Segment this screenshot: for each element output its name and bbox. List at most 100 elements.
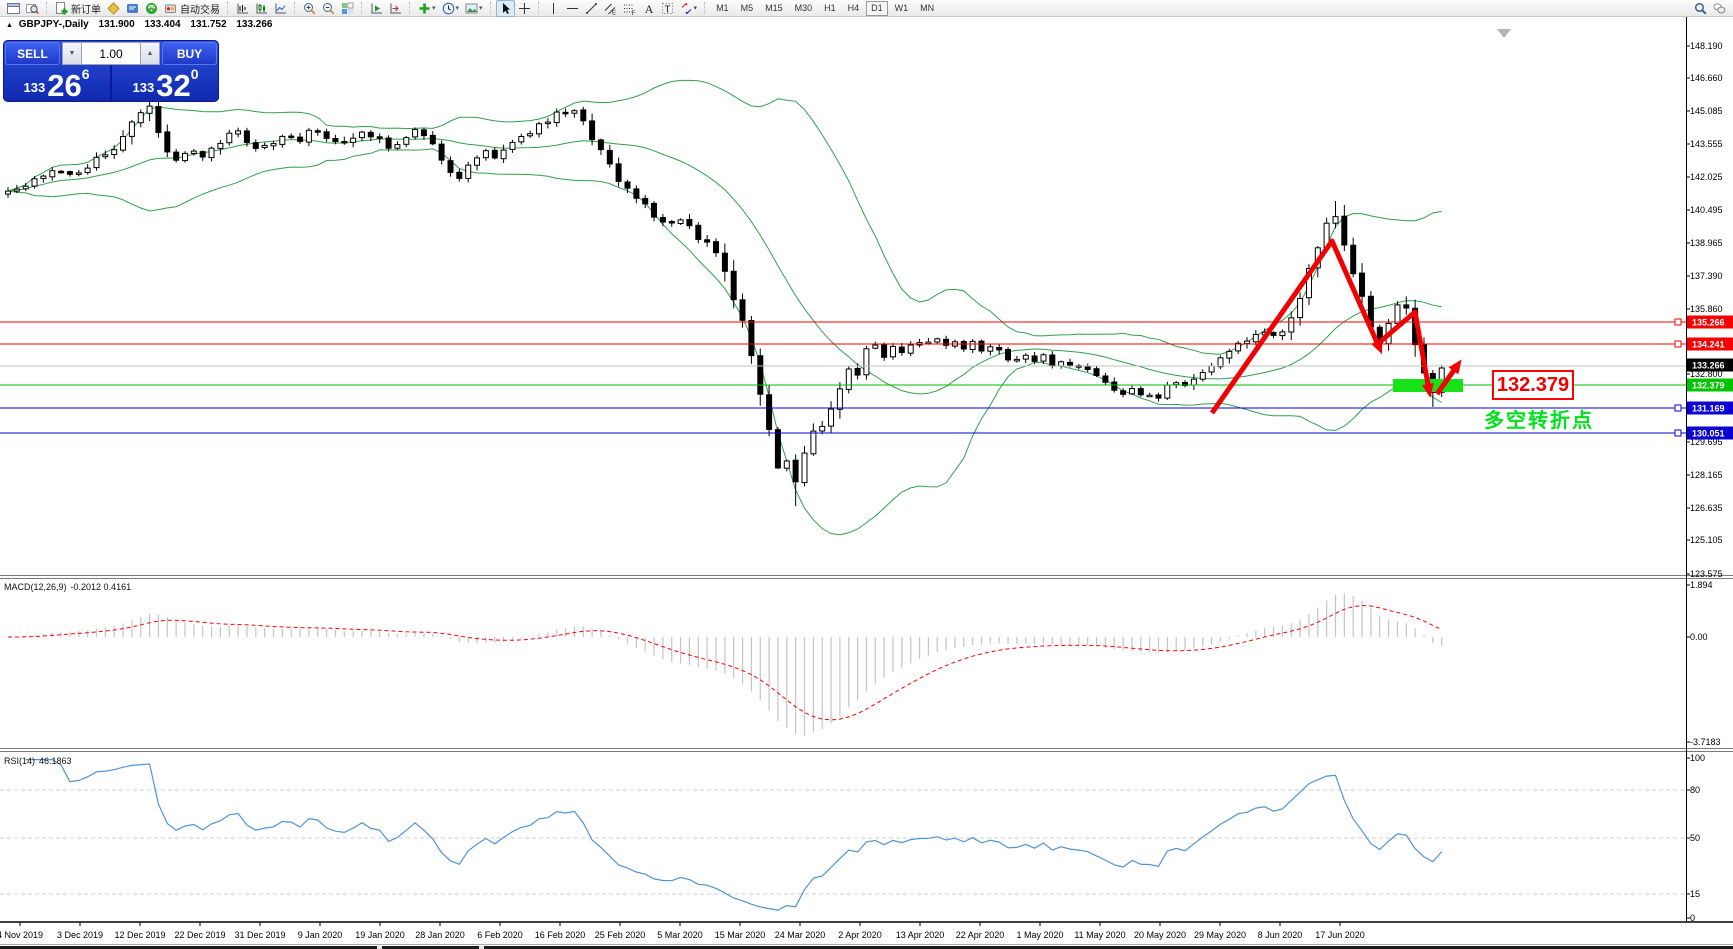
metaeditor-button[interactable] — [123, 0, 142, 17]
price-axis[interactable]: 148.190 146.660 145.085 143.555 142.025 140.4… — [1686, 41, 1723, 923]
svg-text:130.051: 130.051 — [1692, 429, 1725, 439]
price-badge-134.241: 134.241 — [1687, 337, 1733, 351]
new-chart-button[interactable] — [4, 0, 23, 17]
timeframe-mn[interactable]: MN — [920, 2, 935, 13]
svg-text:8 Jun 2020: 8 Jun 2020 — [1258, 930, 1303, 940]
horizontal-line-134.241[interactable] — [0, 340, 1686, 348]
horizontal-line-130.051[interactable] — [0, 429, 1686, 437]
trend-arrow-1[interactable] — [1209, 238, 1383, 415]
auto-trading-button[interactable]: 自动交易 — [161, 0, 223, 17]
svg-text:138.965: 138.965 — [1690, 238, 1723, 248]
crosshair-button[interactable] — [515, 0, 534, 17]
chart-shift-marker[interactable] — [1497, 29, 1511, 38]
timeframe-h1[interactable]: H1 — [824, 2, 836, 13]
new-order-button[interactable]: 新订单 — [52, 0, 104, 17]
timeframe-m5[interactable]: M5 — [740, 2, 754, 13]
arrows-dropdown-icon[interactable]: ▾ — [693, 5, 698, 12]
tile-windows-button[interactable] — [338, 0, 357, 17]
timeframe-w1[interactable]: W1 — [894, 2, 909, 13]
profiles-button[interactable] — [23, 0, 42, 17]
periods-dropdown-icon[interactable]: ▾ — [455, 5, 460, 12]
svg-text:29 May 2020: 29 May 2020 — [1194, 930, 1246, 940]
vertical-line-button[interactable] — [544, 0, 563, 17]
toolbar-separator — [294, 2, 296, 14]
text-label-icon: T — [661, 2, 674, 15]
zoom-in-icon — [303, 2, 316, 15]
trend-arrow-2[interactable] — [1379, 309, 1434, 398]
profiles-icon — [26, 2, 40, 15]
buy-price-pips: 32 — [156, 67, 191, 102]
indicators-dropdown-icon[interactable]: ▾ — [432, 5, 436, 12]
templates-dropdown-icon[interactable]: ▾ — [479, 5, 483, 12]
svg-text:100: 100 — [1690, 753, 1705, 763]
svg-text:128.165: 128.165 — [1690, 470, 1723, 480]
symbol-marker-icon: ▲ — [6, 22, 13, 29]
timeframe-m1[interactable]: M1 — [716, 2, 729, 13]
search-icon — [1694, 2, 1707, 15]
chart-shift-button[interactable] — [386, 0, 405, 17]
text-button[interactable]: A — [639, 0, 658, 17]
trend-arrow-3[interactable] — [1434, 359, 1462, 396]
cursor-button[interactable] — [495, 0, 515, 17]
data-folder-button[interactable] — [104, 0, 123, 17]
svg-text:135.860: 135.860 — [1690, 304, 1723, 314]
svg-text:1 May 2020: 1 May 2020 — [1016, 930, 1063, 940]
trendline-button[interactable] — [582, 0, 601, 17]
sell-button[interactable]: SELL — [5, 42, 60, 65]
macd-histogram — [16, 593, 1443, 736]
toolbar-right — [1691, 0, 1729, 16]
candlestick-chart-button[interactable] — [252, 0, 271, 17]
svg-text:5 Mar 2020: 5 Mar 2020 — [657, 930, 703, 940]
svg-text:137.390: 137.390 — [1690, 271, 1723, 281]
equidistant-channel-button[interactable]: E — [601, 0, 620, 17]
svg-text:0.00: 0.00 — [1690, 632, 1708, 642]
crosshair-icon — [518, 2, 531, 15]
volume-increase-button[interactable]: ▲ — [140, 42, 160, 65]
sell-price-pips: 26 — [47, 67, 82, 102]
zoom-out-button[interactable] — [319, 0, 338, 17]
ohlc-low: 131.752 — [190, 19, 227, 30]
svg-text:T: T — [664, 4, 670, 15]
timeframe-m30[interactable]: M30 — [794, 2, 813, 13]
svg-text:132.800: 132.800 — [1690, 369, 1723, 379]
horizontal-line-135.266[interactable] — [0, 318, 1686, 326]
price-callout-box[interactable]: 132.379 — [1492, 370, 1574, 400]
bar-chart-button[interactable] — [233, 0, 252, 17]
text-label-button[interactable]: T — [658, 0, 677, 17]
volume-input[interactable] — [82, 42, 140, 65]
periods-button[interactable]: ▾ — [439, 0, 463, 17]
timeframe-h4[interactable]: H4 — [847, 2, 860, 13]
svg-text:0: 0 — [1690, 913, 1695, 923]
horizontal-line-button[interactable] — [563, 0, 582, 17]
buy-price-figure: 133 — [132, 80, 155, 95]
time-axis[interactable]: 4 Nov 2019 3 Dec 2019 12 Dec 2019 22 Dec 20… — [0, 922, 1365, 940]
auto-scroll-button[interactable] — [367, 0, 386, 17]
svg-text:148.190: 148.190 — [1690, 41, 1723, 51]
annotation-note-text[interactable]: 多空转折点 — [1484, 410, 1594, 432]
line-chart-button[interactable] — [271, 0, 290, 17]
price-badge-130.051: 130.051 — [1687, 426, 1733, 440]
price-badge-132.379: 132.379 — [1687, 378, 1733, 392]
buy-button[interactable]: BUY — [162, 42, 217, 65]
fibonacci-button[interactable]: F — [620, 0, 639, 17]
toolbar-separator — [361, 2, 363, 14]
templates-button[interactable]: ▾ — [462, 0, 486, 17]
rsi-line — [25, 758, 1443, 911]
horizontal-line-131.169[interactable] — [0, 404, 1686, 412]
svg-text:133.266: 133.266 — [1692, 361, 1725, 371]
arrows-button[interactable]: ▾ — [677, 0, 701, 17]
volume-decrease-button[interactable]: ▼ — [62, 42, 82, 65]
auto-trading-label: 自动交易 — [180, 4, 220, 16]
timeframe-d1[interactable]: D1 — [866, 0, 888, 16]
svg-text:3 Dec 2019: 3 Dec 2019 — [57, 930, 103, 940]
sell-price: 133 26 6 — [3, 65, 110, 101]
timeframe-m15[interactable]: M15 — [765, 2, 783, 13]
search-button[interactable] — [1691, 0, 1710, 17]
svg-text:F: F — [631, 10, 635, 15]
signals-button[interactable] — [142, 0, 161, 17]
indicators-button[interactable]: ▾ — [415, 0, 439, 17]
chat-button[interactable] — [1710, 0, 1729, 17]
zoom-in-button[interactable] — [300, 0, 319, 17]
